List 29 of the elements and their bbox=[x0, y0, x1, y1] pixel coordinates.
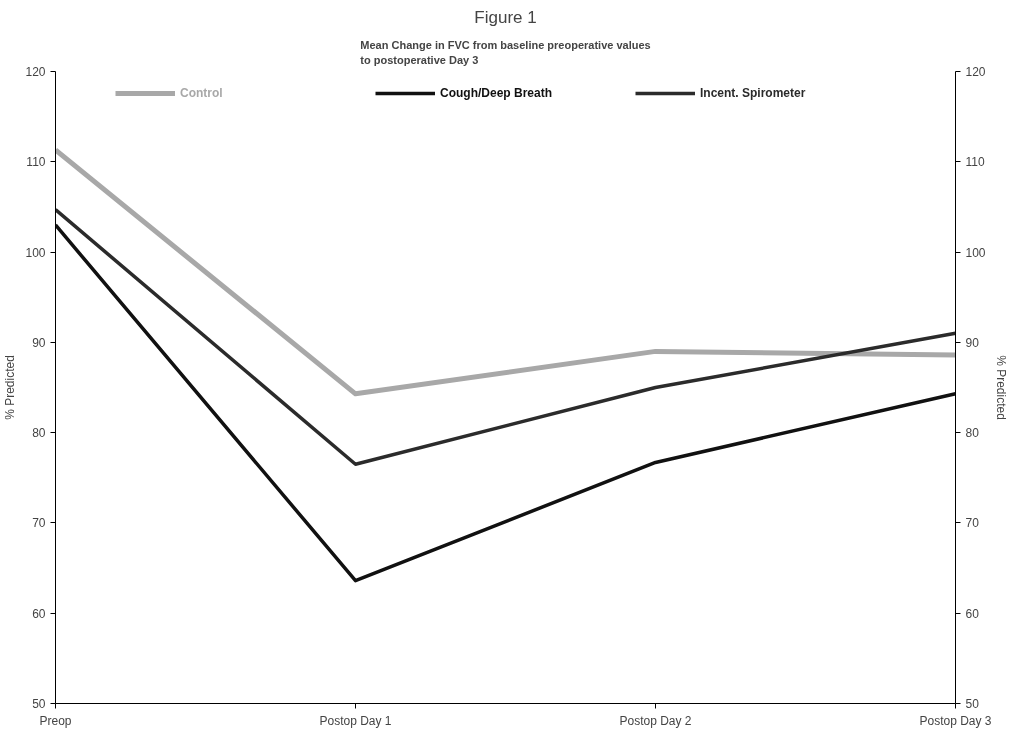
legend-label: Incent. Spirometer bbox=[700, 86, 806, 100]
y-tick-label: 50 bbox=[32, 697, 46, 711]
y2-axis-title: % Predicted bbox=[993, 355, 1008, 420]
x-tick-label: Preop bbox=[39, 713, 72, 728]
line-series bbox=[55, 223, 956, 583]
legend-label: Control bbox=[180, 86, 223, 100]
x-tick-label: Postop Day 3 bbox=[919, 713, 992, 728]
y2-tick-label: 120 bbox=[965, 65, 986, 79]
y-tick-label: 90 bbox=[32, 335, 46, 350]
chart-subtitle: Mean Change in FVC from baseline preoperative values to postoperative Day 3 bbox=[360, 38, 651, 67]
y-axis-title: % Predicted bbox=[3, 355, 18, 420]
y2-tick-label: 80 bbox=[965, 426, 980, 441]
y-tick-label: 100 bbox=[25, 245, 46, 260]
y2-tick-label: 50 bbox=[965, 697, 980, 711]
y2-tick-label: 90 bbox=[965, 335, 980, 350]
y-tick-label: 120 bbox=[25, 65, 46, 79]
chart-title: Figure 1 bbox=[474, 7, 537, 27]
y-tick-label: 70 bbox=[32, 516, 46, 531]
x-tick-label: Postop Day 1 bbox=[319, 713, 392, 728]
y-tick-label: 80 bbox=[32, 426, 46, 441]
y-tick-label: 60 bbox=[32, 606, 46, 621]
y2-tick-label: 70 bbox=[965, 516, 980, 531]
y-tick-label: 110 bbox=[26, 155, 46, 170]
x-tick-label: Postop Day 2 bbox=[619, 713, 692, 728]
legend-label: Cough/Deep Breath bbox=[440, 86, 553, 100]
y2-tick-label: 100 bbox=[965, 245, 986, 260]
y2-tick-label: 110 bbox=[965, 155, 985, 170]
line-series bbox=[55, 207, 956, 466]
y2-tick-label: 60 bbox=[965, 606, 980, 621]
